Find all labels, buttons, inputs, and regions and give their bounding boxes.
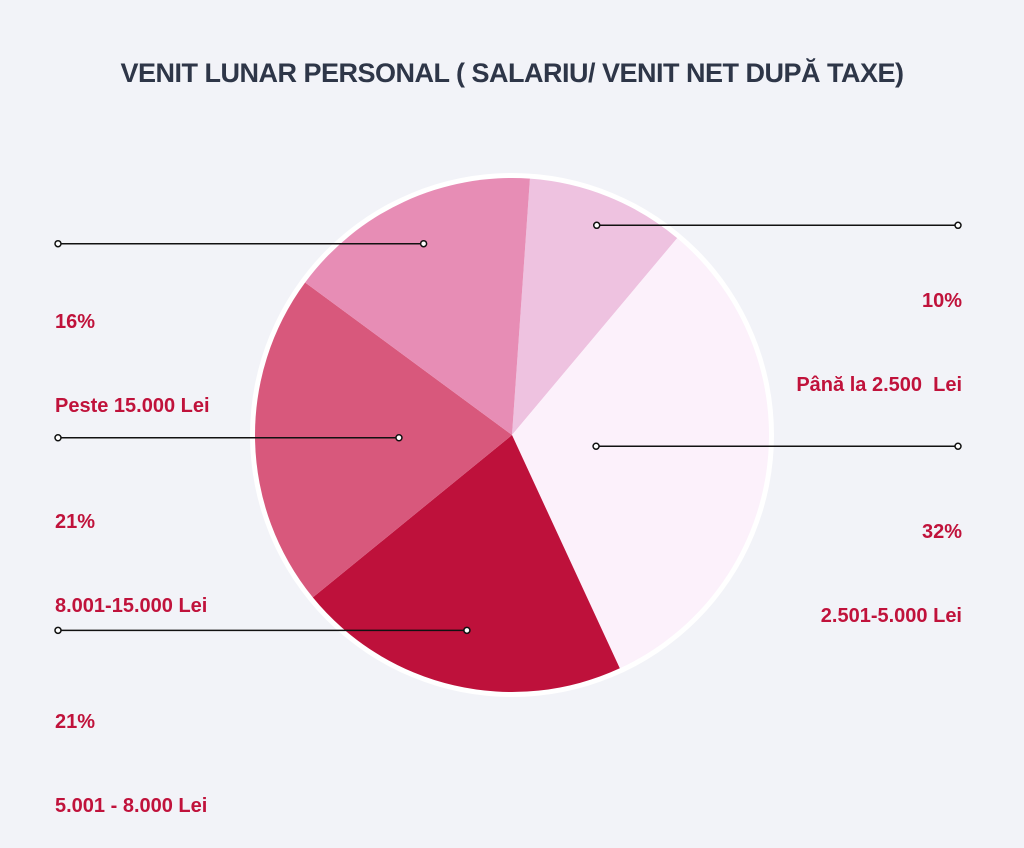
slice-category-0: Până la 2.500 Lei [796, 374, 962, 396]
slice-percent-0: 10% [921, 290, 962, 312]
slice-label-2: 21% 5.001 - 8.000 Lei [55, 652, 207, 848]
slice-category-3: 8.001-15.000 Lei [55, 595, 208, 617]
leader-line-0 [592, 221, 962, 230]
slice-category-1: 2.501-5.000 Lei [820, 605, 962, 627]
slice-category-2: 5.001 - 8.000 Lei [55, 795, 208, 817]
pie-slice-0 [512, 178, 678, 435]
slice-percent-3: 21% [55, 511, 96, 533]
slice-label-1: 32% 2.501-5.000 Lei [821, 462, 962, 658]
pie-slice-1 [512, 238, 769, 669]
slice-label-0: 10% Până la 2.500 Lei [796, 231, 962, 427]
slice-percent-1: 32% [921, 521, 962, 543]
leader-line-4 [54, 239, 428, 248]
pie-chart [54, 173, 962, 697]
pie-slice-2 [312, 435, 620, 692]
slice-category-4: Peste 15.000 Lei [55, 395, 210, 417]
pie-slice-3 [255, 282, 513, 598]
slice-label-3: 21% 8.001-15.000 Lei [55, 452, 207, 648]
slice-percent-2: 21% [55, 711, 96, 733]
slice-label-4: 16% Peste 15.000 Lei [55, 252, 210, 448]
leader-line-2 [54, 626, 471, 635]
leader-line-3 [54, 434, 403, 442]
chart-title: VENIT LUNAR PERSONAL ( SALARIU/ VENIT NE… [120, 58, 904, 88]
leader-line-1 [592, 442, 962, 450]
pie-slice-4 [305, 177, 530, 435]
slice-percent-4: 16% [55, 311, 96, 333]
